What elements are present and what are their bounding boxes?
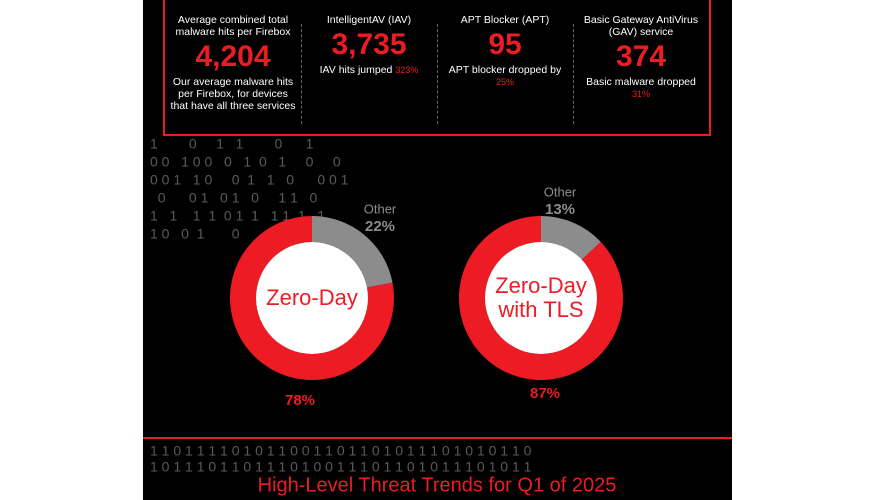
stat-highlight: 323% [395, 65, 419, 75]
donut-hole [256, 242, 368, 354]
stat-note-text: Our average malware hits per Firebox, fo… [170, 76, 296, 112]
stat-note: APT blocker dropped by 25% [441, 64, 569, 88]
binary-digits: 1 1 1 1 0 1 1 1 1 1 1 [150, 208, 325, 224]
stat-column: Basic Gateway AntiVirus (GAV) service 374… [573, 0, 709, 134]
stat-highlight: 31% [631, 89, 650, 99]
donut-slice [541, 216, 601, 260]
slice-label: Other [364, 201, 397, 216]
stat-note: Basic malware dropped 31% [577, 76, 705, 100]
stat-note: Our average malware hits per Firebox, fo… [169, 76, 297, 112]
footer-title: High-Level Threat Trends for Q1 of 2025 [258, 474, 617, 496]
stat-column: APT Blocker (APT) 95 APT blocker dropped b… [437, 0, 573, 134]
stat-column: Average combined total malware hits per … [165, 0, 301, 134]
stat-heading: APT Blocker (APT) [460, 14, 550, 26]
binary-digits: 1 0 1 1 1 0 1 1 0 1 1 1 0 1 0 0 1 1 1 0 … [150, 459, 532, 475]
center-label: Zero-Day with TLS [495, 273, 587, 322]
stat-value: 374 [615, 40, 667, 73]
stat-column: IntelligentAV (IAV) 3,735 IAV hits jumped … [301, 0, 437, 134]
binary-digits: 0 0 1 0 1 0 1 1 0 [150, 190, 318, 206]
binary-digits: 1 1 0 1 1 1 1 0 1 0 1 1 0 0 1 1 0 1 1 0 … [150, 443, 532, 459]
stat-heading: IntelligentAV (IAV) [326, 14, 412, 26]
donut-hole [485, 242, 597, 354]
stat-note-text: Basic malware dropped [586, 76, 696, 88]
slice-label: Other [544, 184, 577, 199]
stat-value: 4,204 [195, 40, 271, 73]
binary-digits: 0 0 1 0 0 0 1 0 1 0 0 [150, 154, 341, 170]
stat-note-text: IAV hits jumped [319, 64, 393, 76]
donut-slice [229, 215, 394, 380]
stat-heading: Average combined total malware hits per … [175, 14, 291, 38]
donut-slice [458, 215, 624, 380]
stat-heading: Basic Gateway AntiVirus (GAV) service [583, 14, 699, 38]
donut-slice [312, 216, 393, 288]
value-label: 78% [285, 392, 315, 409]
stat-value: 3,735 [331, 28, 407, 61]
stats-box: Average combined total malware hits per … [163, 0, 711, 136]
stat-note: IAV hits jumped 323% [305, 64, 433, 76]
stat-value: 95 [488, 28, 522, 61]
value-label: 13% [545, 201, 575, 218]
stat-highlight: 25% [495, 77, 514, 87]
value-label: 22% [365, 218, 395, 235]
center-label: Zero-Day [266, 285, 358, 310]
binary-digits: 1 0 1 1 0 1 [150, 136, 314, 152]
binary-digits: 0 0 1 1 0 0 1 1 0 0 0 1 [150, 172, 349, 188]
stat-note-text: APT blocker dropped by [448, 64, 562, 76]
value-label: 87% [530, 385, 560, 402]
